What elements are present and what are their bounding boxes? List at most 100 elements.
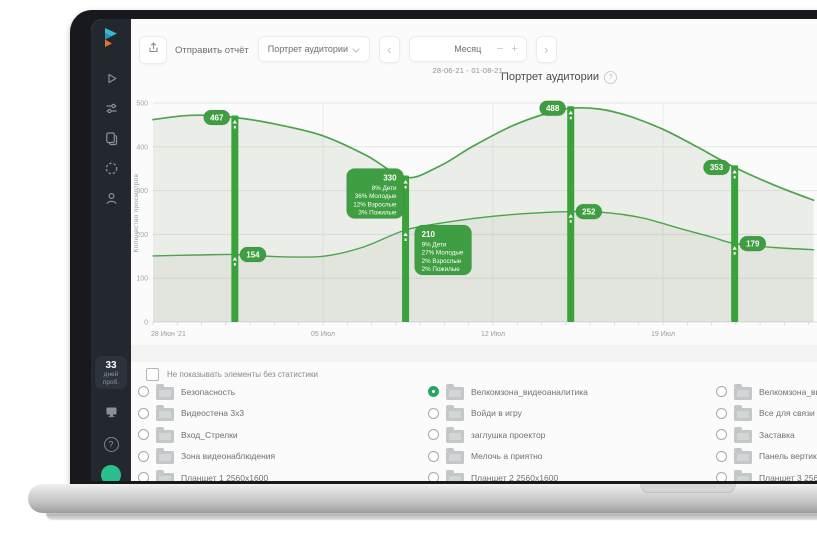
folder-icon bbox=[734, 448, 752, 465]
series-line-upper bbox=[152, 107, 815, 202]
value-badge[interactable] bbox=[239, 246, 267, 263]
radio-button[interactable] bbox=[138, 429, 149, 441]
sidebar-item-media[interactable] bbox=[99, 69, 123, 93]
value-badge[interactable] bbox=[575, 203, 603, 220]
playlist-item-label: Мелочь а приятно bbox=[471, 451, 543, 462]
playlist-item[interactable]: Панель вертикальная внутр bbox=[716, 446, 817, 468]
playlist-item[interactable]: Планшет 3 2560х1600 bbox=[716, 467, 817, 481]
chart-bar[interactable] bbox=[402, 175, 410, 322]
playlist-item-label: Панель вертикальная внутр bbox=[759, 451, 817, 462]
value-badge[interactable] bbox=[539, 100, 567, 117]
period-select[interactable]: Месяц − + bbox=[408, 36, 527, 62]
radio-button[interactable] bbox=[138, 407, 149, 419]
radio-button[interactable] bbox=[138, 472, 149, 481]
value-badge[interactable] bbox=[203, 109, 231, 126]
svg-text:36% Молодые: 36% Молодые bbox=[355, 193, 397, 200]
radio-button[interactable] bbox=[138, 450, 149, 462]
value-badge[interactable] bbox=[739, 235, 767, 252]
toolbar: Отправить отчёт Портрет аудитории ‹ Мес bbox=[139, 36, 557, 75]
svg-text:100: 100 bbox=[136, 276, 148, 283]
folder-icon bbox=[156, 383, 174, 400]
playlist-item[interactable]: Заставка bbox=[716, 424, 817, 446]
sidebar-item-profile[interactable] bbox=[99, 189, 123, 213]
sidebar-item-settings[interactable] bbox=[99, 159, 123, 183]
playlist-item[interactable]: Зона видеонаблюдения bbox=[138, 446, 428, 468]
playlist-item[interactable]: Велкомзона_видеоаналитика bbox=[716, 381, 817, 403]
next-period-button[interactable]: › bbox=[535, 36, 557, 63]
radio-button[interactable] bbox=[428, 386, 439, 398]
chart-bar[interactable] bbox=[231, 115, 239, 322]
hide-empty-checkbox[interactable] bbox=[146, 368, 159, 381]
send-report-button[interactable]: Отправить отчёт bbox=[139, 36, 249, 64]
value-tooltip[interactable] bbox=[346, 167, 405, 219]
sidebar-item-statistics[interactable] bbox=[99, 99, 123, 123]
chart-title: Портрет аудитории? bbox=[259, 71, 817, 84]
sidebar: 33 дней проб. ? bbox=[91, 19, 131, 481]
radio-button[interactable] bbox=[716, 472, 727, 481]
svg-text:2% Взрослые: 2% Взрослые bbox=[422, 258, 462, 265]
playlist-item-label: Войди в игру bbox=[471, 408, 522, 419]
playlist-item[interactable]: заглушка проектор bbox=[428, 424, 716, 446]
radio-button[interactable] bbox=[428, 450, 439, 462]
playlist-item[interactable]: Велкомзона_видеоаналитика bbox=[428, 381, 716, 403]
chevron-down-icon bbox=[352, 40, 360, 58]
info-icon[interactable]: ? bbox=[604, 71, 618, 84]
export-icon-box[interactable] bbox=[139, 36, 167, 64]
prev-period-button[interactable]: ‹ bbox=[378, 36, 400, 63]
playlist-item[interactable]: Войди в игру bbox=[428, 403, 716, 425]
playlist-item-label: заглушка проектор bbox=[471, 429, 546, 440]
filter-row: Не показывать элементы без статистики bbox=[146, 368, 318, 381]
laptop-screen-bezel: 33 дней проб. ? bbox=[70, 10, 817, 486]
send-report-label: Отправить отчёт bbox=[175, 45, 249, 56]
svg-text:05 Июл: 05 Июл bbox=[311, 331, 335, 338]
zoom-out-icon[interactable]: − bbox=[496, 42, 504, 55]
sidebar-item-content[interactable] bbox=[99, 129, 123, 153]
hide-empty-label: Не показывать элементы без статистики bbox=[167, 370, 318, 379]
folder-icon bbox=[156, 426, 174, 443]
svg-text:8% Дети: 8% Дети bbox=[372, 185, 397, 192]
export-icon bbox=[147, 41, 160, 59]
radio-button[interactable] bbox=[138, 386, 149, 398]
svg-text:330: 330 bbox=[383, 173, 397, 182]
trial-badge[interactable]: 33 дней проб. bbox=[95, 356, 127, 389]
svg-text:28 Июн '21: 28 Июн '21 bbox=[151, 331, 186, 338]
radio-button[interactable] bbox=[428, 472, 439, 481]
report-type-select[interactable]: Портрет аудитории bbox=[257, 36, 370, 62]
playlist-item[interactable]: Безопасность bbox=[138, 381, 428, 403]
radio-button[interactable] bbox=[716, 429, 727, 441]
playlist-item-label: Видеостена 3х3 bbox=[181, 408, 245, 419]
radio-button[interactable] bbox=[716, 450, 727, 462]
user-avatar[interactable] bbox=[101, 465, 121, 481]
playlist-item[interactable]: Планшет 2 2560х1600 bbox=[428, 467, 716, 481]
audience-chart: 0 100 200 300 400 500 28 Июн '21 05 Июл 12 Июл 19… bbox=[131, 100, 817, 362]
trial-caption-1: дней bbox=[103, 371, 119, 378]
playlist-item-label: Заставка bbox=[759, 429, 795, 440]
folder-icon bbox=[446, 426, 464, 443]
sidebar-item-devices[interactable] bbox=[99, 402, 123, 426]
sidebar-item-help[interactable]: ? bbox=[99, 432, 123, 456]
chart-bar[interactable] bbox=[731, 165, 739, 322]
folder-icon bbox=[156, 448, 174, 465]
svg-text:179: 179 bbox=[746, 239, 760, 248]
radio-button[interactable] bbox=[428, 407, 439, 419]
playlist-item[interactable]: Вход_Стрелки bbox=[138, 424, 428, 446]
play-icon bbox=[104, 71, 119, 91]
playlist-item[interactable]: Все для связи bbox=[716, 403, 817, 425]
folder-icon bbox=[734, 426, 752, 443]
zoom-in-icon[interactable]: + bbox=[511, 42, 518, 55]
radio-button[interactable] bbox=[716, 386, 727, 398]
chevron-left-icon: ‹ bbox=[387, 42, 392, 57]
radio-button[interactable] bbox=[716, 407, 727, 419]
value-tooltip[interactable] bbox=[414, 224, 473, 276]
svg-text:0: 0 bbox=[144, 320, 148, 327]
svg-text:200: 200 bbox=[136, 232, 148, 239]
value-badge[interactable] bbox=[702, 159, 731, 176]
radio-button[interactable] bbox=[428, 429, 439, 441]
playlist-item[interactable]: Мелочь а приятно bbox=[428, 446, 716, 468]
playlist-item[interactable]: Видеостена 3х3 bbox=[138, 403, 428, 425]
playlist-item[interactable]: Планшет 1 2560х1600 bbox=[138, 467, 428, 481]
period-selector: Месяц − + 28-06-21 - 01-08-21 bbox=[408, 36, 527, 75]
main-content: Отправить отчёт Портрет аудитории ‹ Мес bbox=[131, 19, 817, 481]
report-type-value: Портрет аудитории bbox=[267, 44, 348, 54]
